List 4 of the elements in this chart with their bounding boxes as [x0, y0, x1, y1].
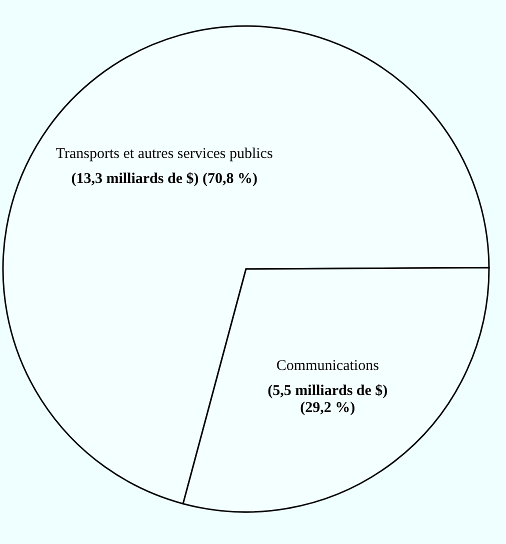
- data-label: (13,3 milliards de $) (70,8 %): [71, 171, 258, 188]
- data-label: (5,5 milliards de $) (29,2 %): [268, 382, 388, 416]
- slice-label: Communications: [276, 358, 380, 374]
- slice-label: Transports et autres services publics: [56, 146, 273, 162]
